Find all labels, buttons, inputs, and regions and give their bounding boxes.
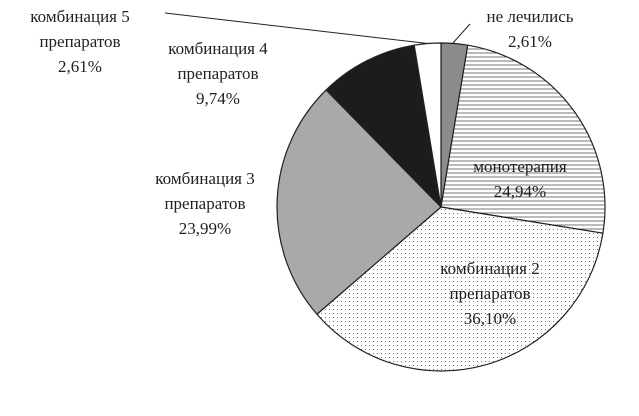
slice-label: комбинация 2 препаратов (440, 259, 540, 303)
value-label: 2,61% (58, 57, 102, 76)
slice-label: не лечились (486, 7, 573, 26)
value-label: 2,61% (508, 32, 552, 51)
pie-slice (276, 89, 442, 316)
pie-slice (413, 42, 442, 208)
leader-line (164, 12, 433, 45)
value-label: 9,74% (196, 89, 240, 108)
slice-label: комбинация 4 препаратов (168, 39, 268, 83)
pie-slice (316, 206, 604, 372)
pie-slice (325, 44, 442, 209)
slice-label: комбинация 5 препаратов (30, 7, 130, 51)
slice-label: монотерапия (473, 157, 567, 176)
pie-slice (440, 44, 606, 234)
leader-line (451, 23, 471, 45)
value-label: 23,99% (179, 219, 231, 238)
slice-label: комбинация 3 препаратов (155, 169, 255, 213)
value-label: 36,10% (464, 309, 516, 328)
value-label: 24,94% (494, 182, 546, 201)
